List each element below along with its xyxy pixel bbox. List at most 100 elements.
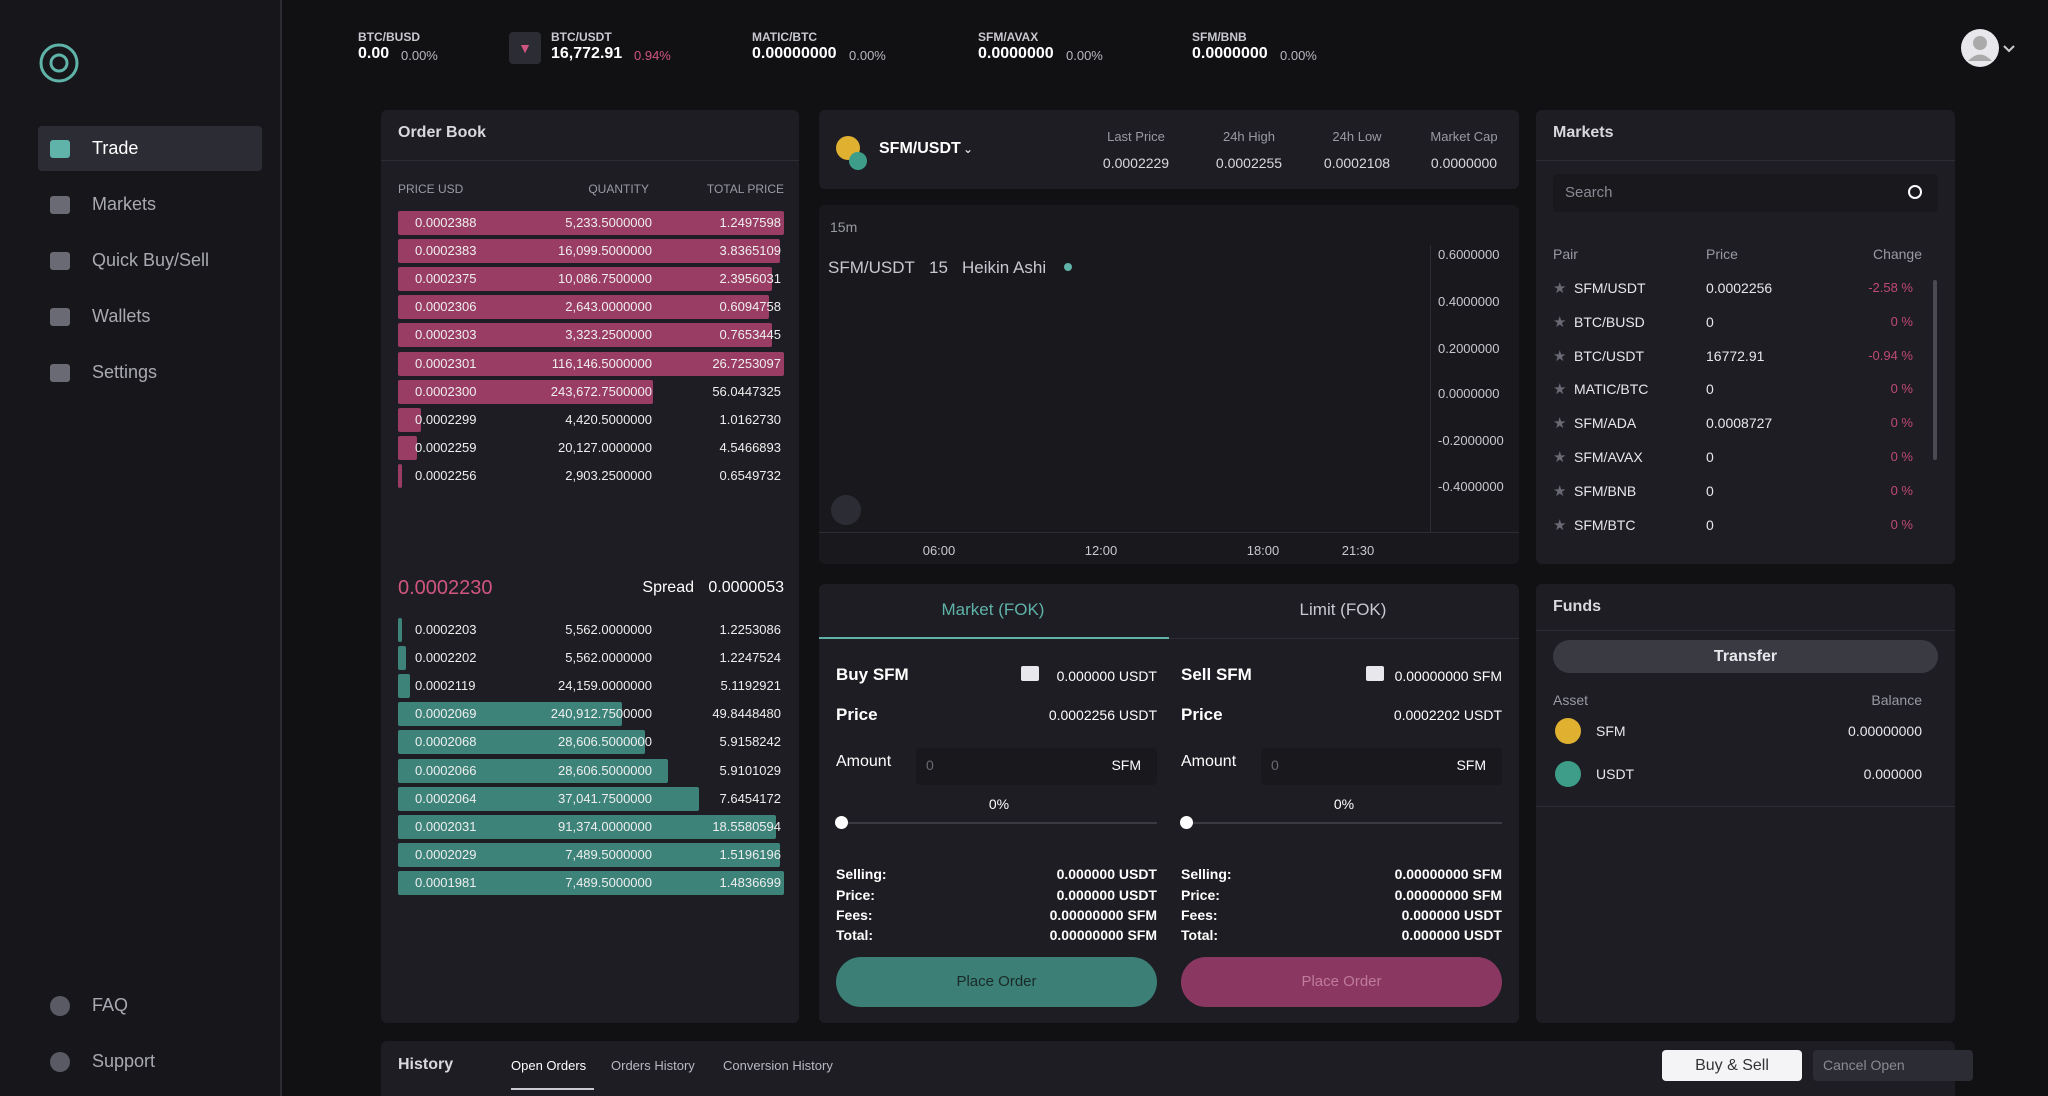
star-icon: ★ bbox=[1553, 313, 1567, 331]
footer-item[interactable]: FAQ bbox=[92, 995, 129, 1015]
ticker-change: 0.00% bbox=[401, 48, 438, 63]
panel-title: Order Book bbox=[398, 124, 487, 141]
market-change: -2.58 % bbox=[1868, 280, 1913, 295]
form-tab[interactable]: Market (FOK) bbox=[941, 600, 1045, 619]
amount-input[interactable] bbox=[916, 748, 1157, 785]
price-value: 0.0002256 USDT bbox=[1048, 707, 1157, 723]
market-change: 0 % bbox=[1890, 313, 1913, 329]
ticker-pair: BTC/BUSD bbox=[358, 30, 420, 44]
market-change: 0 % bbox=[1890, 381, 1913, 397]
chart-axis-line bbox=[819, 532, 1519, 533]
stat-label: Market Cap bbox=[1430, 129, 1498, 144]
row-quantity: 37,041.7500000 bbox=[558, 790, 652, 806]
amount-input[interactable] bbox=[1261, 748, 1502, 785]
star-icon: ★ bbox=[1553, 482, 1567, 500]
market-pair[interactable]: SFM/ADA bbox=[1574, 415, 1637, 432]
place-order-button[interactable]: Place Order bbox=[1181, 957, 1502, 1007]
side-balance: 0.00000000 SFM bbox=[1394, 668, 1502, 684]
history-tab[interactable]: Conversion History bbox=[723, 1058, 833, 1073]
divider bbox=[1169, 638, 1519, 639]
row-quantity: 5,562.0000000 bbox=[565, 622, 652, 637]
amount-placeholder: 0 bbox=[1271, 757, 1279, 773]
price-label: Price bbox=[836, 705, 878, 724]
row-total: 3.8365109 bbox=[719, 243, 781, 259]
asset-name: SFM bbox=[1596, 723, 1626, 739]
depth-bar bbox=[398, 730, 646, 755]
chart-legend: Heikin Ashi bbox=[962, 258, 1047, 277]
history-tab[interactable]: Orders History bbox=[611, 1058, 695, 1073]
slider-track bbox=[1186, 822, 1502, 824]
row-total: 0.6094758 bbox=[719, 299, 781, 315]
row-total: 1.4836699 bbox=[719, 874, 781, 890]
footer-item[interactable]: Support bbox=[92, 1051, 156, 1071]
amount-unit: SFM bbox=[1111, 757, 1141, 773]
row-price: 0.0002299 bbox=[415, 411, 477, 427]
market-pair[interactable]: SFM/AVAX bbox=[1574, 449, 1643, 465]
nav-item[interactable]: Wallets bbox=[92, 306, 151, 326]
market-pair[interactable]: SFM/BTC bbox=[1574, 516, 1636, 533]
nav-active-bg bbox=[38, 126, 262, 171]
nav-item[interactable]: Trade bbox=[92, 138, 139, 158]
divider bbox=[381, 160, 799, 161]
summary-value: 0.00000000 SFM bbox=[1394, 866, 1502, 882]
depth-bar bbox=[398, 267, 773, 292]
y-axis-label: 0.0000000 bbox=[1438, 386, 1500, 401]
history-tab[interactable]: Open Orders bbox=[511, 1058, 587, 1073]
depth-bar bbox=[398, 379, 653, 404]
ticker-pair: SFM/BNB bbox=[1192, 30, 1247, 44]
form-tab[interactable]: Limit (FOK) bbox=[1299, 600, 1387, 619]
summary-value: 0.000000 USDT bbox=[1401, 907, 1502, 923]
row-total: 4.5466893 bbox=[719, 439, 781, 455]
market-pair[interactable]: BTC/BUSD bbox=[1574, 313, 1645, 330]
column-header: QUANTITY bbox=[588, 182, 649, 196]
buy-sell-button[interactable]: Buy & Sell bbox=[1662, 1050, 1802, 1081]
transfer-button[interactable]: Transfer bbox=[1553, 640, 1938, 673]
nav-item[interactable]: Markets bbox=[92, 194, 157, 214]
slider-thumb[interactable] bbox=[835, 816, 848, 829]
chart-legend: 15 bbox=[929, 258, 948, 277]
cancel-open-button[interactable]: Cancel Open bbox=[1813, 1050, 1973, 1081]
place-order-button[interactable]: Place Order bbox=[836, 957, 1157, 1007]
pair-selector[interactable]: SFM/USDT bbox=[879, 140, 961, 157]
nav-item[interactable]: Settings bbox=[92, 362, 158, 382]
stat-label: 24h Low bbox=[1332, 129, 1382, 144]
slider-thumb[interactable] bbox=[1180, 816, 1193, 829]
y-axis-label: 0.6000000 bbox=[1438, 247, 1500, 262]
star-icon: ★ bbox=[1553, 347, 1567, 365]
market-pair[interactable]: SFM/USDT bbox=[1574, 280, 1646, 296]
y-axis-label: 0.4000000 bbox=[1438, 294, 1500, 309]
stat-label: 24h High bbox=[1222, 129, 1276, 144]
ticker-change: 0.94% bbox=[634, 48, 671, 63]
market-change: -0.94 % bbox=[1868, 347, 1913, 363]
row-quantity: 2,903.2500000 bbox=[565, 467, 652, 483]
asset-balance: 0.00000000 bbox=[1848, 723, 1922, 739]
ticker-price: 0.0000000 bbox=[1192, 45, 1268, 62]
avatar[interactable] bbox=[1960, 28, 2016, 68]
depth-bar bbox=[398, 814, 777, 839]
summary-label: Fees: bbox=[836, 907, 873, 923]
row-price: 0.0002259 bbox=[415, 439, 477, 455]
nav-item[interactable]: Quick Buy/Sell bbox=[92, 250, 210, 270]
summary-value: 0.00000000 SFM bbox=[1394, 887, 1502, 903]
stat-label: Last Price bbox=[1107, 129, 1165, 144]
divider bbox=[1536, 806, 1955, 807]
chart-axis-line bbox=[1430, 245, 1431, 532]
depth-bar bbox=[398, 870, 784, 895]
summary-label: Price: bbox=[1181, 887, 1220, 903]
market-pair[interactable]: BTC/USDT bbox=[1574, 347, 1644, 364]
pair-header-panel bbox=[819, 110, 1519, 189]
nav-icon bbox=[50, 308, 70, 326]
chart-interval[interactable]: 15m bbox=[830, 219, 858, 235]
search-box[interactable] bbox=[1553, 174, 1938, 212]
row-price: 0.0001981 bbox=[415, 874, 477, 890]
market-pair[interactable]: MATIC/BTC bbox=[1574, 381, 1649, 398]
market-pair[interactable]: SFM/BNB bbox=[1574, 482, 1637, 499]
y-axis-label: -0.2000000 bbox=[1438, 433, 1504, 448]
row-price: 0.0002068 bbox=[415, 734, 477, 750]
row-quantity: 4,420.5000000 bbox=[565, 411, 652, 427]
row-price: 0.0002203 bbox=[415, 622, 477, 637]
depth-bar bbox=[398, 842, 781, 867]
depth-bar bbox=[398, 295, 769, 320]
market-change: 0 % bbox=[1890, 516, 1913, 532]
stat-value: 0.0002229 bbox=[1102, 155, 1170, 171]
